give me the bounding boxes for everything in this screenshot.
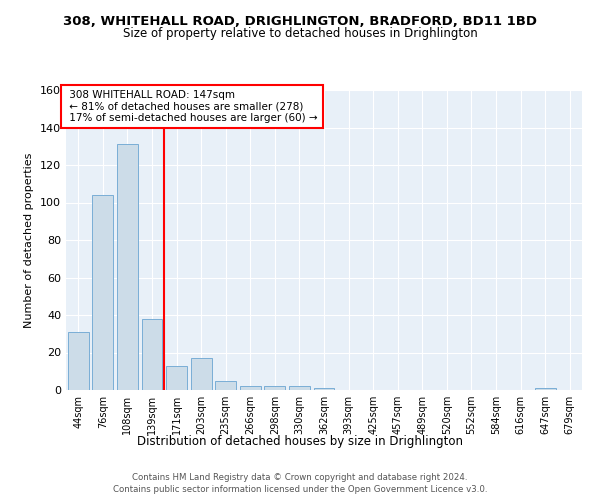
Bar [215,380,236,390]
Text: Distribution of detached houses by size in Drighlington: Distribution of detached houses by size … [137,435,463,448]
Bar [240,386,261,390]
Bar [92,195,113,390]
Bar [265,386,286,390]
Bar [535,388,556,390]
Text: Size of property relative to detached houses in Drighlington: Size of property relative to detached ho… [122,28,478,40]
Text: 308 WHITEHALL ROAD: 147sqm
 ← 81% of detached houses are smaller (278)
 17% of s: 308 WHITEHALL ROAD: 147sqm ← 81% of deta… [66,90,317,123]
Bar [314,388,334,390]
Bar [142,319,163,390]
Bar [117,144,138,390]
Text: 308, WHITEHALL ROAD, DRIGHLINGTON, BRADFORD, BD11 1BD: 308, WHITEHALL ROAD, DRIGHLINGTON, BRADF… [63,15,537,28]
Y-axis label: Number of detached properties: Number of detached properties [25,152,34,328]
Bar [68,332,89,390]
Bar [166,366,187,390]
Bar [289,386,310,390]
Bar [191,358,212,390]
Text: Contains public sector information licensed under the Open Government Licence v3: Contains public sector information licen… [113,485,487,494]
Text: Contains HM Land Registry data © Crown copyright and database right 2024.: Contains HM Land Registry data © Crown c… [132,472,468,482]
